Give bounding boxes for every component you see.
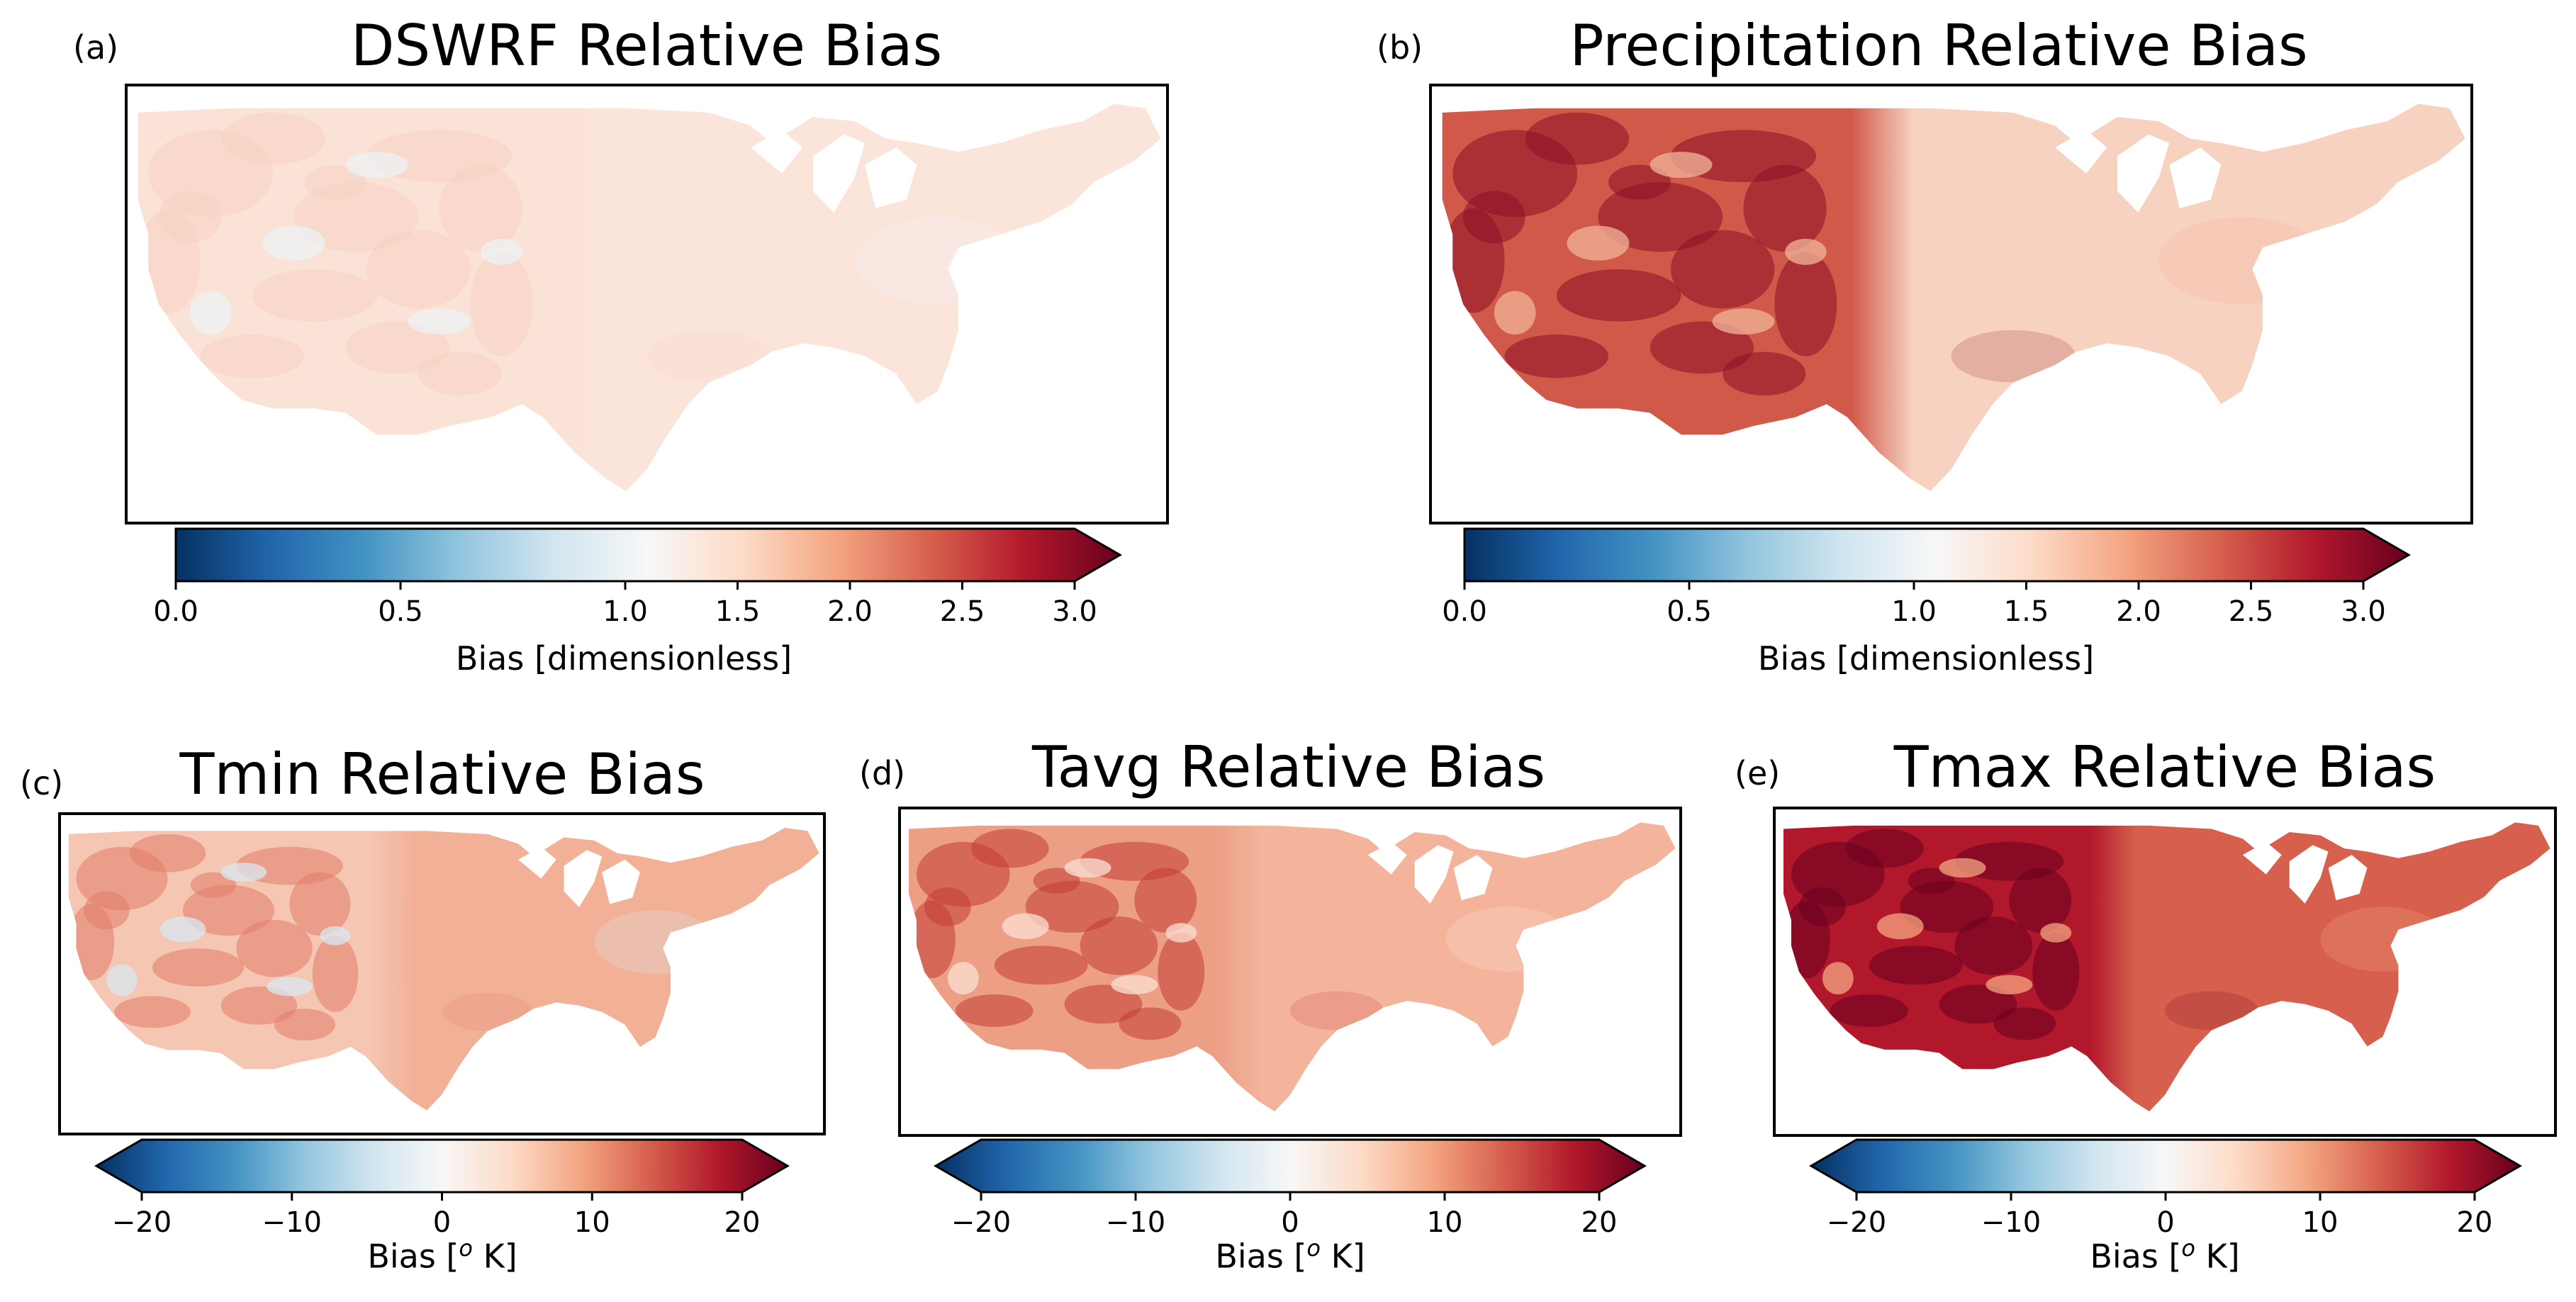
panel-c-map <box>58 812 826 1135</box>
us-map-graphic <box>1442 103 2465 492</box>
panel-d-letter: (d) <box>859 754 906 792</box>
panel-a-colorbar-label: Bias [dimensionless] <box>455 639 793 678</box>
panel-b-title: Precipitation Relative Bias <box>1569 13 2308 79</box>
colorbar-tick-label: 2.0 <box>2116 595 2161 628</box>
colorbar-tick-label: 10 <box>2302 1206 2339 1239</box>
colorbar-tick-label: 1.5 <box>715 595 761 628</box>
panel-b-colorbar: 0.0 0.5 1.0 1.5 2.0 2.5 3.0 <box>1442 527 2411 628</box>
panel-e-colorbar-label: Bias [o K] <box>2090 1235 2240 1276</box>
terrain-texture <box>1442 112 2325 395</box>
panel-d-colorbar-label: Bias [o K] <box>1215 1235 1365 1276</box>
colorbar-tick-label: 2.5 <box>2229 595 2274 628</box>
panel-b-letter: (b) <box>1377 28 1423 67</box>
panel-d-map <box>898 807 1682 1137</box>
panel-d-title: Tavg Relative Bias <box>1031 734 1546 800</box>
panel-e-letter: (e) <box>1735 754 1781 792</box>
colorbar-tick-label: 0.5 <box>1667 595 1712 628</box>
colorbar-graphic: −20 −10 0 10 20 <box>934 1138 1647 1239</box>
panel-b-colorbar-label: Bias [dimensionless] <box>1757 639 2095 678</box>
colorbar-tick-label: 3.0 <box>2341 595 2386 628</box>
colorbar-tick-label: 2.5 <box>940 595 985 628</box>
colorbar-tick-label: 1.0 <box>1891 595 1937 628</box>
colorbar-tick-label: 0.5 <box>378 595 423 628</box>
colorbar-tick-label: 20 <box>724 1206 761 1239</box>
colorbar-graphic: 0.0 0.5 1.0 1.5 2.0 2.5 3.0 <box>1442 527 2411 628</box>
colorbar-tick-label: 1.5 <box>2004 595 2049 628</box>
panel-c-title: Tmin Relative Bias <box>179 741 705 807</box>
colorbar-tick-label: −20 <box>112 1206 172 1239</box>
colorbar-tick-label: 1.0 <box>603 595 648 628</box>
colorbar-tick-label: 0 <box>433 1206 451 1239</box>
panel-a-colorbar: 0.0 0.5 1.0 1.5 2.0 2.5 3.0 <box>153 527 1122 628</box>
us-map-graphic <box>1783 822 2550 1111</box>
panel-a-letter: (a) <box>73 28 119 67</box>
panel-c-letter: (c) <box>20 764 64 802</box>
panel-a-map <box>125 84 1169 524</box>
colorbar-gradient <box>1809 1138 2522 1194</box>
colorbar-graphic: −20 −10 0 10 20 <box>94 1138 790 1239</box>
great-lakes <box>2055 130 2222 213</box>
great-lakes <box>751 130 917 213</box>
colorbar-tick-label: 20 <box>2457 1206 2493 1239</box>
panel-c-colorbar-label: Bias [o K] <box>367 1235 517 1276</box>
colorbar-tick-label: 20 <box>1581 1206 1618 1239</box>
colorbar-gradient <box>934 1138 1647 1194</box>
colorbar-graphic: 0.0 0.5 1.0 1.5 2.0 2.5 3.0 <box>153 527 1122 628</box>
panel-b-map <box>1429 84 2473 524</box>
terrain-texture <box>68 834 717 1041</box>
colorbar-tick-label: 0 <box>2156 1206 2174 1239</box>
panel-d-colorbar: −20 −10 0 10 20 <box>934 1138 1647 1239</box>
colorbar-gradient <box>174 527 1122 583</box>
colorbar-graphic: −20 −10 0 10 20 <box>1809 1138 2522 1239</box>
panel-e-map <box>1773 807 2557 1137</box>
terrain-texture <box>138 112 1021 395</box>
colorbar-tick-label: 0.0 <box>1442 595 1487 628</box>
us-map-graphic <box>908 822 1676 1111</box>
great-lakes <box>518 846 640 907</box>
great-lakes <box>1367 841 1493 904</box>
panel-a-title: DSWRF Relative Bias <box>350 13 943 79</box>
colorbar-tick-label: 10 <box>574 1206 610 1239</box>
colorbar-tick-label: −20 <box>1827 1206 1886 1239</box>
panel-e-colorbar: −20 −10 0 10 20 <box>1809 1138 2522 1239</box>
colorbar-tick-label: −10 <box>1106 1206 1165 1239</box>
colorbar-tick-label: 0 <box>1281 1206 1299 1239</box>
terrain-texture <box>908 829 1571 1040</box>
colorbar-tick-label: −10 <box>262 1206 322 1239</box>
colorbar-tick-label: 3.0 <box>1052 595 1097 628</box>
panel-c-colorbar: −20 −10 0 10 20 <box>94 1138 790 1239</box>
us-map-graphic <box>138 103 1161 492</box>
panel-e-title: Tmax Relative Bias <box>1893 734 2436 800</box>
colorbar-tick-label: −20 <box>951 1206 1011 1239</box>
great-lakes <box>2242 841 2368 904</box>
colorbar-tick-label: 10 <box>1427 1206 1463 1239</box>
colorbar-tick-label: 2.0 <box>827 595 873 628</box>
us-map-graphic <box>68 827 819 1111</box>
colorbar-tick-label: −10 <box>1981 1206 2041 1239</box>
colorbar-tick-label: 0.0 <box>153 595 198 628</box>
colorbar-gradient <box>1463 527 2411 583</box>
colorbar-gradient <box>94 1138 790 1194</box>
